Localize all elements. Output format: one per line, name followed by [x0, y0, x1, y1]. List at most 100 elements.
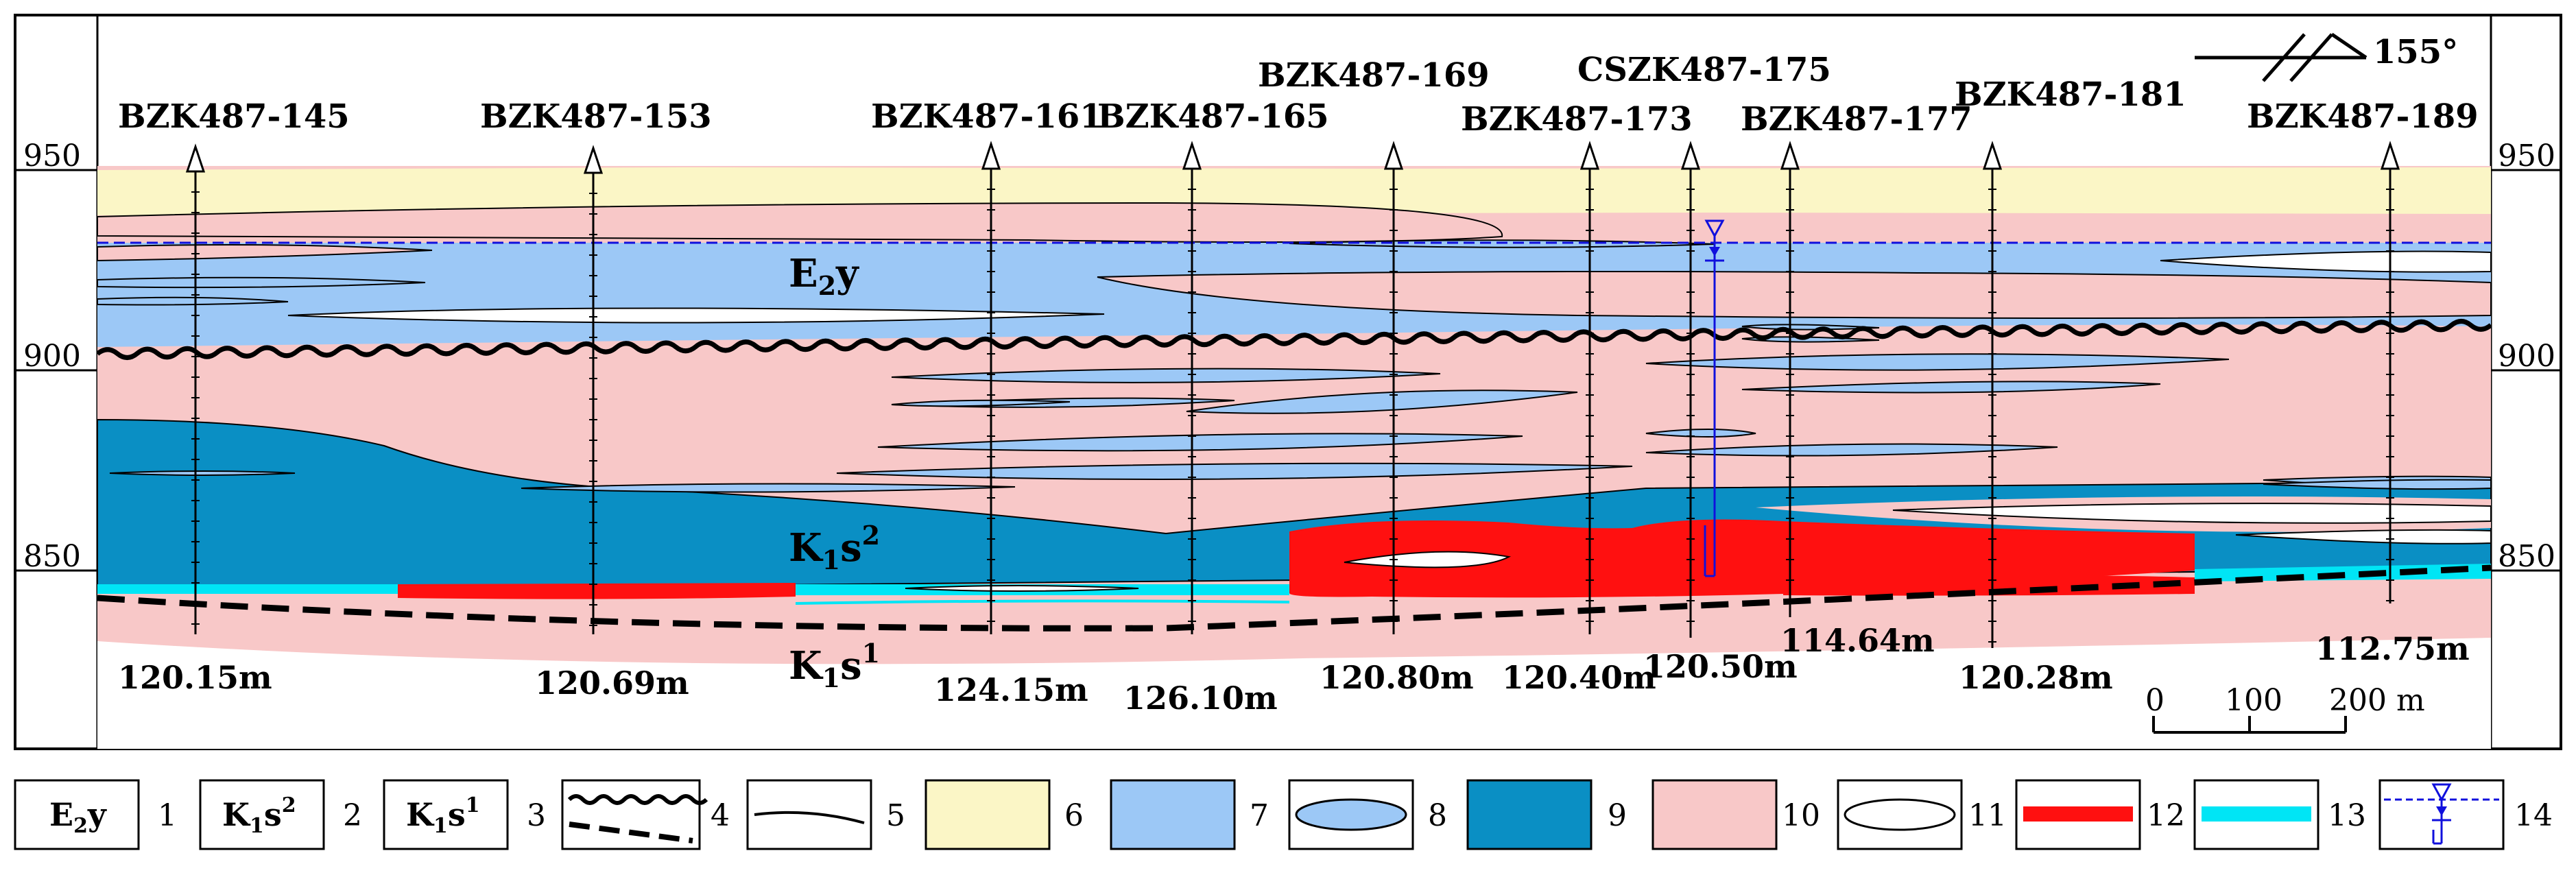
borehole-depth: 124.15m — [934, 671, 1088, 708]
legend-num-9: 9 — [1608, 798, 1627, 833]
cyan-band-left — [97, 584, 398, 594]
elevation-tick-label: 900 — [23, 339, 81, 374]
cyan-thin-mid — [795, 599, 1290, 605]
borehole-depth: 120.69m — [535, 664, 689, 702]
borehole-depth: 112.75m — [2315, 630, 2470, 667]
cover-layer-yellow — [97, 167, 2491, 215]
thin-lens-e2y-4 — [1741, 336, 1880, 343]
legend-red-bar-icon — [2023, 806, 2133, 822]
borehole-collar-icon — [1182, 141, 1202, 170]
elevation-tick-label: 850 — [2498, 539, 2555, 574]
borehole-name: BZK487-153 — [480, 97, 712, 136]
white-lens-lower-1 — [905, 585, 1139, 592]
borehole-collar-icon — [1579, 141, 1600, 170]
borehole-name: BZK487-161 — [871, 97, 1103, 136]
legend: E2y 1 K1s2 2 K1s1 3 4 5 6 7 8 9 10 — [14, 779, 2553, 850]
legend-num-5: 5 — [886, 798, 905, 833]
legend-num-2: 2 — [343, 798, 362, 833]
legend-box-2 — [199, 779, 325, 850]
elevation-axis-right: 950 900 850 — [2491, 139, 2561, 574]
borehole-name: BZK487-177 — [1741, 100, 1972, 139]
legend-box-10 — [1651, 779, 1778, 850]
boreholes: BZK487-145 120.15m BZK487-153 120.69m BZK487… — [118, 51, 2479, 717]
borehole-name: CSZK487-175 — [1577, 51, 1831, 89]
borehole-collar-icon — [1780, 141, 1800, 170]
legend-num-4: 4 — [711, 798, 730, 833]
borehole-depth: 114.64m — [1780, 622, 1935, 659]
borehole-name: BZK487-173 — [1461, 100, 1693, 139]
borehole-depth: 120.28m — [1959, 659, 2113, 696]
strata-label-k1s1: K1s1 — [789, 638, 880, 693]
legend-water-level-icon — [2384, 783, 2499, 845]
white-lens-right-2 — [2235, 529, 2491, 544]
legend-unconformity-wavy-icon — [567, 794, 708, 805]
elevation-tick-label: 950 — [2498, 139, 2555, 173]
blue-lens-k1-6 — [521, 483, 1016, 493]
scale-label-0: 0 — [2145, 683, 2164, 718]
borehole-collar-icon — [981, 141, 1001, 170]
blue-lens-k1-9 — [1645, 429, 1756, 438]
blue-lens-k1-13 — [109, 470, 296, 476]
blue-lens-k1-1 — [891, 368, 1441, 383]
legend-box-9 — [1466, 779, 1593, 850]
borehole-name: BZK487-169 — [1258, 56, 1490, 95]
pink-interbed-1 — [1097, 271, 2491, 319]
borehole-collar-icon — [2380, 141, 2400, 170]
thin-lens-e2y-2 — [97, 296, 289, 306]
legend-boundary-line-icon — [754, 811, 865, 824]
strata-label-e2y: E2y — [789, 251, 859, 301]
scale-label-200: 200 m — [2329, 683, 2425, 718]
borehole-collar-icon — [1982, 141, 2003, 170]
water-level-symbol-section — [1704, 219, 1725, 577]
legend-num-3: 3 — [527, 798, 546, 833]
blue-lens-k1-7 — [1645, 353, 2230, 371]
blue-lens-k1-3 — [1186, 389, 1578, 414]
legend-num-10: 10 — [1782, 798, 1820, 833]
borehole-collar-icon — [1383, 141, 1404, 170]
white-lens-right-1 — [1892, 503, 2491, 524]
borehole-depth: 120.40m — [1502, 659, 1656, 696]
scale-bar: 0 100 200 m — [2145, 683, 2425, 734]
borehole-name: BZK487-181 — [1955, 75, 2186, 114]
white-lens-e2y-2 — [2160, 250, 2491, 273]
scale-label-100: 100 — [2225, 683, 2282, 718]
legend-box-1 — [14, 779, 140, 850]
legend-unconformity-dashed-icon — [569, 822, 693, 843]
legend-white-lens-icon — [1844, 798, 1956, 831]
borehole-depth: 126.10m — [1123, 680, 1278, 717]
section-lower-white — [97, 638, 2491, 749]
elevation-tick-label: 850 — [23, 539, 81, 574]
red-orebody-right — [1783, 575, 2195, 596]
legend-num-12: 12 — [2147, 798, 2185, 833]
legend-num-11: 11 — [1968, 798, 2007, 833]
legend-box-3 — [383, 779, 509, 850]
legend-box-7 — [1110, 779, 1236, 850]
elevation-axis-left: 950 900 850 — [15, 139, 97, 574]
borehole-depth: 120.15m — [118, 659, 272, 696]
blue-lens-k1-10 — [1645, 443, 2058, 457]
thin-lens-e2y-3 — [1741, 324, 1880, 331]
elevation-tick-label: 950 — [23, 139, 81, 173]
legend-num-6: 6 — [1064, 798, 1084, 833]
borehole-collar-icon — [583, 145, 604, 174]
section-body — [97, 166, 2491, 749]
white-lens-e2y-1 — [287, 307, 1105, 324]
upper-unconformity — [97, 319, 2491, 360]
legend-num-8: 8 — [1428, 798, 1447, 833]
borehole-name: BZK487-165 — [1097, 97, 1329, 136]
pink-sliver-right-top — [1619, 218, 2491, 243]
borehole-name: BZK487-189 — [2247, 97, 2479, 136]
borehole-depth: 120.80m — [1320, 659, 1474, 696]
legend-num-1: 1 — [158, 798, 177, 833]
borehole-name: BZK487-145 — [118, 97, 350, 136]
orientation-arrow: 155° — [2195, 32, 2458, 82]
borehole-depth: 120.50m — [1643, 648, 1798, 685]
blue-lens-k1-5 — [836, 462, 1633, 480]
borehole-collar-icon — [185, 143, 206, 173]
white-lens-in-ore — [1344, 551, 1512, 568]
legend-num-13: 13 — [2328, 798, 2366, 833]
blue-lens-k1-4 — [877, 433, 1523, 452]
orientation-angle: 155° — [2373, 33, 2458, 71]
blue-lens-k1-8 — [1741, 381, 2161, 394]
